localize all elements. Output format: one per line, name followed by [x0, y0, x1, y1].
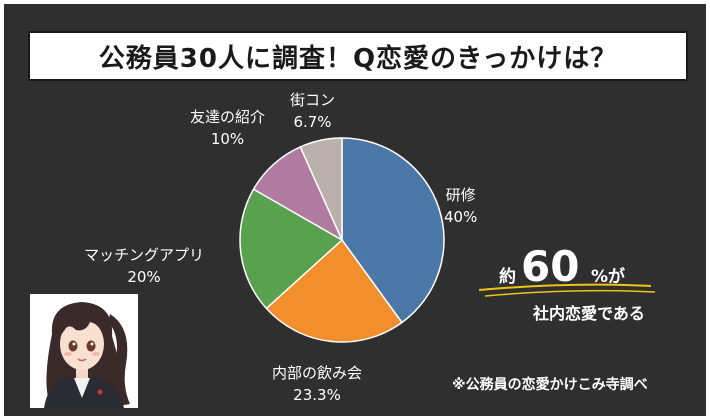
slice-label-machikon: 街コン 6.7%	[290, 89, 335, 133]
callout-line2: 社内恋愛である	[533, 304, 645, 323]
callout: 約 60 %が 社内恋愛である	[479, 242, 679, 334]
page-title: 公務員30人に調査！Q恋愛のきっかけは？	[98, 43, 618, 74]
callout-prefix: 約	[499, 267, 516, 287]
pie-slice-4	[299, 137, 343, 241]
slice-name: マッチングアプリ	[84, 246, 205, 264]
slice-name: 友達の紹介	[190, 108, 266, 126]
slice-label-tomodachi: 友達の紹介 10%	[190, 106, 265, 150]
slice-name: 内部の飲み会	[272, 364, 363, 382]
slice-label-kenshu: 研修 40%	[444, 184, 477, 228]
callout-number: 60	[521, 242, 580, 291]
pie-chart	[239, 137, 445, 343]
avatar-illustration	[30, 294, 138, 408]
pie-slice-2	[239, 188, 344, 310]
slice-name: 街コン	[290, 91, 336, 109]
slice-value: 6.7%	[293, 113, 332, 131]
pie-slice-0	[341, 137, 445, 324]
source-note: ※公務員の恋愛かけこみ寺調べ	[452, 377, 648, 393]
slice-name: 研修	[445, 186, 476, 204]
slice-value: 23.3%	[293, 386, 341, 404]
slice-value: 40%	[444, 208, 478, 226]
slice-value: 20%	[127, 268, 161, 286]
callout-suffix: %が	[591, 267, 626, 287]
slice-label-nomikai: 内部の飲み会 23.3%	[272, 362, 362, 406]
pie-slice-1	[265, 238, 404, 343]
slice-value: 10%	[210, 130, 245, 148]
avatar	[30, 294, 138, 408]
title-box: 公務員30人に調査！Q恋愛のきっかけは？	[28, 31, 688, 81]
slice-label-matching: マッチングアプリ 20%	[84, 244, 204, 288]
underline-stroke	[479, 283, 656, 297]
